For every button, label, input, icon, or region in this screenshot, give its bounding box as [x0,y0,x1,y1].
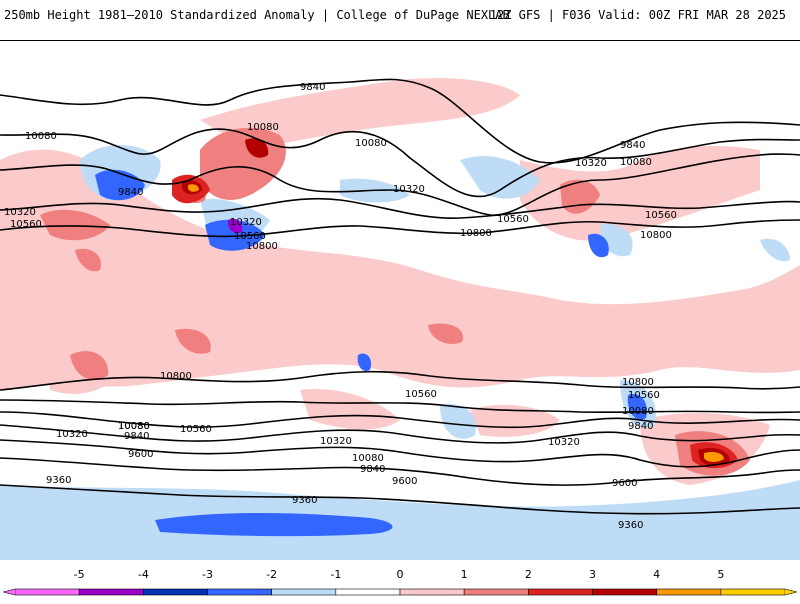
colorbar-tick-label: 1 [460,568,468,581]
colorbar-swatch [528,588,593,596]
contour-label: 10320 [548,437,580,448]
contour-label: 10080 [620,157,652,168]
colorbar-tick-label: 2 [524,568,532,581]
header: 250mb Height 1981–2010 Standardized Anom… [0,0,800,30]
contour-label: 10560 [10,219,42,230]
contour-label: 10560 [180,424,212,435]
contour-label: 9360 [46,475,71,486]
colorbar-tick-label: -2 [266,568,278,581]
colorbar-tick-label: -5 [73,568,85,581]
positive-anomaly-shading [0,78,800,485]
contour-labels: 9840 10080 10320 10560 9840 10080 10320 … [4,82,677,531]
contour-label: 9360 [292,495,317,506]
colorbar-left-arrow [2,588,16,596]
colorbar-tick-label: 3 [589,568,596,581]
colorbar-tick-label: -4 [137,568,149,581]
colorbar-tick-label: -3 [202,568,213,581]
contour-label: 10080 [622,406,654,417]
contour-label: 9840 [628,421,653,432]
map-title: 250mb Height 1981–2010 Standardized Anom… [4,8,510,22]
contour-label: 10320 [393,184,425,195]
anomaly-map: 9840 10080 10320 10560 9840 10080 10320 … [0,78,800,560]
contour-label: 9840 [360,464,385,475]
colorbar-swatch [335,588,401,596]
contour-label: 9840 [124,431,149,442]
contour-label: 10800 [622,377,654,388]
contour-label: 10560 [645,210,677,221]
contour-label: 10560 [628,390,660,401]
contour-label: 10320 [56,429,88,440]
contour-label: 10080 [352,453,384,464]
colorbar-tick-label: 0 [396,568,404,581]
colorbar-tick-label: 4 [653,568,661,581]
contour-label: 10320 [320,436,352,447]
contour-label: 10320 [230,217,262,228]
model-run-info: 12Z GFS | F036 Valid: 00Z FRI MAR 28 202… [489,8,786,22]
colorbar-swatch [399,588,465,596]
colorbar-swatch [592,588,657,596]
contour-label: 10320 [4,207,36,218]
contour-label: 10800 [640,230,672,241]
colorbar-graphic [2,588,798,596]
contour-label: 10560 [497,214,529,225]
contour-label: 10080 [247,122,279,133]
colorbar-swatch [271,588,337,596]
contour-label: 10320 [575,158,607,169]
contour-label: 10560 [405,389,437,400]
contour-label: 10560 [234,231,266,242]
colorbar-swatch [656,588,722,596]
colorbar-swatch [463,588,529,596]
contour-label: 10080 [25,131,57,142]
colorbar-swatch [78,588,144,596]
contour-label: 9600 [392,476,417,487]
contour-label: 10800 [160,371,192,382]
contour-label: 9360 [618,520,643,531]
colorbar: -5 -4 -3 -2 -1 0 1 2 3 4 5 [0,568,800,600]
contour-label: 10800 [460,228,492,239]
colorbar-tick-label: -1 [330,568,342,581]
colorbar-swatch [14,588,80,596]
contour-label: 9600 [128,449,153,460]
contour-label: 10080 [118,421,150,432]
contour-label: 9600 [612,478,637,489]
contour-label: 10800 [246,241,278,252]
height-contours [0,78,800,515]
contour-label: 10080 [355,138,387,149]
contour-label: 9840 [300,82,325,93]
colorbar-right-arrow [784,588,798,596]
contour-label: 9840 [118,187,143,198]
contour-label: 10080 [118,421,150,432]
contour-label: 9840 [620,140,645,151]
strong-positive-shading [172,138,738,469]
colorbar-tick-label: 5 [717,568,725,581]
colorbar-swatch [143,588,208,596]
colorbar-swatch [207,588,272,596]
colorbar-swatch [720,588,786,596]
